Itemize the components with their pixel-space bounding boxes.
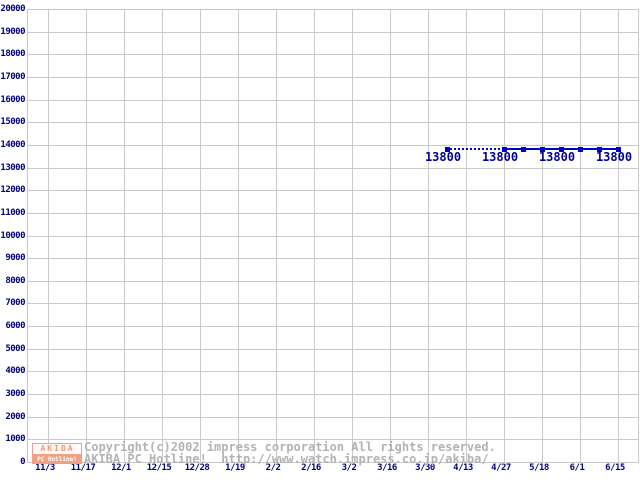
h-gridline xyxy=(27,100,638,101)
y-tick-label: 8000 xyxy=(5,276,25,286)
y-tick-label: 0 xyxy=(20,457,25,467)
data-point-label: 13800 xyxy=(595,150,633,164)
v-gridline xyxy=(124,9,125,462)
v-gridline xyxy=(390,9,391,462)
x-tick-label: 11/3 xyxy=(35,463,55,473)
v-gridline xyxy=(238,9,239,462)
x-tick-label: 5/18 xyxy=(529,463,549,473)
h-gridline xyxy=(27,32,638,33)
h-gridline xyxy=(27,303,638,304)
data-point-label: 13800 xyxy=(424,150,462,164)
copyright-line-2: AKIBA PC Hotline! http://www.watch.impre… xyxy=(84,452,489,466)
v-gridline xyxy=(86,9,87,462)
y-tick-label: 10000 xyxy=(0,231,25,241)
h-gridline xyxy=(27,77,638,78)
h-gridline xyxy=(27,213,638,214)
copyright-line-1: Copyright(c)2002 impress corporation All… xyxy=(84,440,496,454)
v-gridline xyxy=(162,9,163,462)
y-tick-label: 5000 xyxy=(5,344,25,354)
h-gridline xyxy=(27,439,638,440)
x-tick-label: 4/27 xyxy=(491,463,511,473)
h-gridline xyxy=(27,371,638,372)
h-gridline xyxy=(27,417,638,418)
x-tick-label: 11/17 xyxy=(70,463,96,473)
x-tick-label: 12/1 xyxy=(111,463,131,473)
plot-right-border xyxy=(638,9,639,463)
h-gridline xyxy=(27,326,638,327)
v-gridline xyxy=(580,9,581,462)
x-tick-label: 12/28 xyxy=(184,463,210,473)
data-point-marker xyxy=(502,147,507,152)
data-point-marker xyxy=(445,147,450,152)
data-point-marker xyxy=(540,147,545,152)
h-gridline xyxy=(27,462,638,463)
y-tick-label: 18000 xyxy=(0,49,25,59)
y-tick-label: 3000 xyxy=(5,389,25,399)
v-gridline xyxy=(466,9,467,462)
y-tick-label: 19000 xyxy=(0,27,25,37)
plot-left-border xyxy=(27,9,28,462)
v-gridline xyxy=(618,9,619,462)
v-gridline xyxy=(504,9,505,462)
akiba-logo-title: AKIBA xyxy=(32,443,82,455)
data-point-label: 13800 xyxy=(538,150,576,164)
x-tick-label: 3/30 xyxy=(415,463,435,473)
data-point-marker xyxy=(578,147,583,152)
y-tick-label: 1000 xyxy=(5,434,25,444)
v-gridline xyxy=(542,9,543,462)
v-gridline xyxy=(352,9,353,462)
y-tick-label: 16000 xyxy=(0,95,25,105)
y-tick-label: 6000 xyxy=(5,321,25,331)
price-line-segment-dotted xyxy=(447,148,504,150)
data-point-label: 13800 xyxy=(481,150,519,164)
v-gridline xyxy=(48,9,49,462)
y-tick-label: 17000 xyxy=(0,72,25,82)
h-gridline xyxy=(27,168,638,169)
akiba-logo: AKIBA PC Hotline! xyxy=(32,443,82,464)
y-tick-label: 13000 xyxy=(0,163,25,173)
v-gridline xyxy=(276,9,277,462)
y-tick-label: 11000 xyxy=(0,208,25,218)
v-gridline xyxy=(428,9,429,462)
h-gridline xyxy=(27,258,638,259)
x-tick-label: 2/2 xyxy=(265,463,281,473)
x-tick-label: 12/15 xyxy=(146,463,172,473)
data-point-marker xyxy=(521,147,526,152)
h-gridline xyxy=(27,190,638,191)
x-tick-label: 1/19 xyxy=(225,463,245,473)
h-gridline xyxy=(27,394,638,395)
h-gridline xyxy=(27,122,638,123)
y-tick-label: 20000 xyxy=(0,4,25,14)
akiba-logo-subtitle: PC Hotline! xyxy=(32,455,82,464)
h-gridline xyxy=(27,54,638,55)
v-gridline xyxy=(314,9,315,462)
v-gridline xyxy=(200,9,201,462)
x-tick-label: 2/16 xyxy=(301,463,321,473)
x-tick-label: 6/1 xyxy=(569,463,585,473)
h-gridline xyxy=(27,9,638,10)
y-tick-label: 12000 xyxy=(0,185,25,195)
data-point-marker xyxy=(616,147,621,152)
y-tick-label: 14000 xyxy=(0,140,25,150)
y-tick-label: 2000 xyxy=(5,412,25,422)
y-tick-label: 15000 xyxy=(0,117,25,127)
y-tick-label: 4000 xyxy=(5,366,25,376)
x-tick-label: 3/16 xyxy=(377,463,397,473)
x-tick-label: 3/2 xyxy=(341,463,357,473)
h-gridline xyxy=(27,349,638,350)
h-gridline xyxy=(27,236,638,237)
data-point-marker xyxy=(559,147,564,152)
h-gridline xyxy=(27,145,638,146)
h-gridline xyxy=(27,281,638,282)
data-point-marker xyxy=(597,147,602,152)
x-tick-label: 4/13 xyxy=(453,463,473,473)
y-tick-label: 9000 xyxy=(5,253,25,263)
y-tick-label: 7000 xyxy=(5,298,25,308)
x-tick-label: 6/15 xyxy=(605,463,625,473)
